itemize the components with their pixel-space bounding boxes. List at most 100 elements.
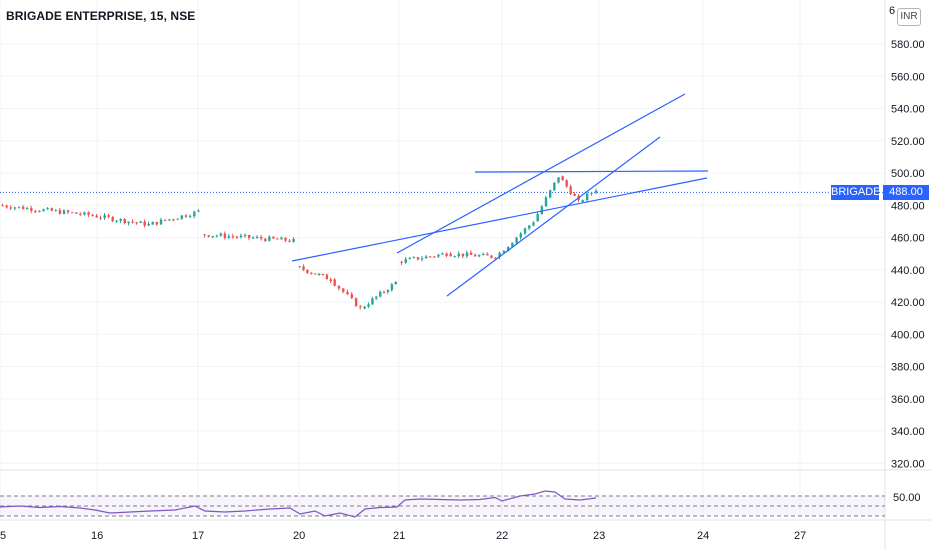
- candle-body: [147, 223, 150, 226]
- candle-body: [235, 236, 239, 238]
- candle-body: [91, 214, 94, 216]
- candle-body: [371, 298, 374, 305]
- candle-body: [280, 237, 283, 240]
- candle-body: [239, 235, 243, 238]
- candle-body: [515, 237, 518, 243]
- price-axis-label: 460.00: [891, 233, 925, 245]
- candle-body: [123, 218, 126, 224]
- candle-body: [211, 236, 214, 238]
- candle-body: [66, 210, 70, 213]
- time-axis-label: 17: [192, 530, 204, 542]
- trendline[interactable]: [474, 170, 709, 173]
- candle-body: [544, 197, 548, 207]
- candle-body: [314, 273, 317, 275]
- candle-body: [264, 238, 267, 241]
- candle-body: [46, 208, 49, 210]
- candle-body: [595, 190, 598, 193]
- candle-body: [302, 266, 305, 270]
- candle-body: [502, 250, 506, 253]
- candle-body: [54, 210, 58, 212]
- candle-body: [284, 237, 287, 241]
- candle-body: [359, 306, 362, 308]
- candle-body: [469, 252, 473, 255]
- candle-body: [457, 253, 461, 257]
- candle-body: [329, 279, 333, 282]
- candle-body: [176, 218, 179, 220]
- price-axis-label: 320.00: [891, 458, 925, 470]
- candle-body: [449, 253, 452, 257]
- candle-body: [354, 297, 358, 307]
- candle-body: [379, 291, 382, 297]
- candle-body: [350, 294, 354, 298]
- candle-body: [306, 269, 309, 273]
- candle-body: [325, 274, 329, 280]
- candle-body: [197, 210, 200, 212]
- candle-body: [231, 236, 235, 238]
- candle-body: [34, 210, 37, 212]
- candle-body: [375, 296, 378, 299]
- price-tag-value: 488.00: [883, 185, 929, 200]
- candle-body: [569, 186, 572, 195]
- candle-body: [573, 194, 576, 196]
- candle-body: [581, 200, 584, 203]
- candle-body: [26, 208, 29, 210]
- trendlines[interactable]: [291, 93, 709, 297]
- candle-body: [310, 272, 313, 274]
- candle-body: [223, 233, 227, 238]
- time-axis[interactable]: 5 16 17 20 21 22 23 24 27: [0, 530, 806, 542]
- time-axis-label: 21: [393, 530, 405, 542]
- candle-body: [189, 216, 192, 218]
- price-axis-label: 400.00: [891, 329, 925, 341]
- rsi-pane: [0, 490, 885, 518]
- price-axis[interactable]: 6 580.00 560.00 540.00 520.00 500.00 480.00 460…: [889, 5, 925, 504]
- candle-body: [131, 221, 134, 223]
- candle-body: [482, 253, 485, 256]
- candle-body: [346, 291, 349, 295]
- candle-body: [490, 255, 493, 258]
- candle-body: [408, 257, 412, 260]
- candle-body: [412, 257, 416, 259]
- candle-body: [519, 233, 523, 238]
- candle-body: [321, 273, 325, 275]
- candle-body: [565, 180, 568, 187]
- candle-body: [453, 256, 456, 258]
- candle-body: [180, 215, 184, 219]
- candle-body: [107, 215, 110, 217]
- symbol-title: BRIGADE ENTERPRISE, 15, NSE: [6, 9, 196, 23]
- currency-badge[interactable]: INR: [897, 8, 921, 26]
- candle-body: [420, 258, 424, 260]
- candle-body: [478, 255, 481, 257]
- candle-body: [75, 212, 78, 214]
- candle-body: [461, 253, 465, 257]
- candle-body: [127, 221, 130, 224]
- trendline[interactable]: [291, 177, 708, 262]
- time-axis-label: 24: [697, 530, 709, 542]
- trendline[interactable]: [396, 93, 686, 254]
- price-axis-label: 440.00: [891, 265, 925, 277]
- candle-body: [172, 219, 175, 221]
- candle-body: [143, 221, 146, 226]
- candle-body: [13, 207, 17, 209]
- candle-body: [433, 256, 436, 258]
- candle-body: [243, 234, 247, 236]
- candle-body: [58, 210, 62, 214]
- candle-body: [115, 220, 118, 222]
- rsi-axis-label: 50.00: [893, 492, 921, 504]
- candle-body: [155, 221, 159, 225]
- price-axis-label: 560.00: [891, 71, 925, 83]
- candle-body: [111, 216, 114, 222]
- candle-body: [260, 236, 263, 239]
- candle-body: [561, 176, 564, 181]
- candle-body: [9, 207, 13, 209]
- candle-body: [292, 238, 295, 242]
- candle-body: [168, 219, 171, 221]
- time-axis-label: 27: [794, 530, 806, 542]
- candle-body: [404, 259, 407, 263]
- candle-body: [474, 254, 477, 257]
- price-tag-symbol: BRIGADE: [831, 185, 881, 200]
- trendline[interactable]: [446, 136, 661, 297]
- candle-body: [164, 219, 167, 221]
